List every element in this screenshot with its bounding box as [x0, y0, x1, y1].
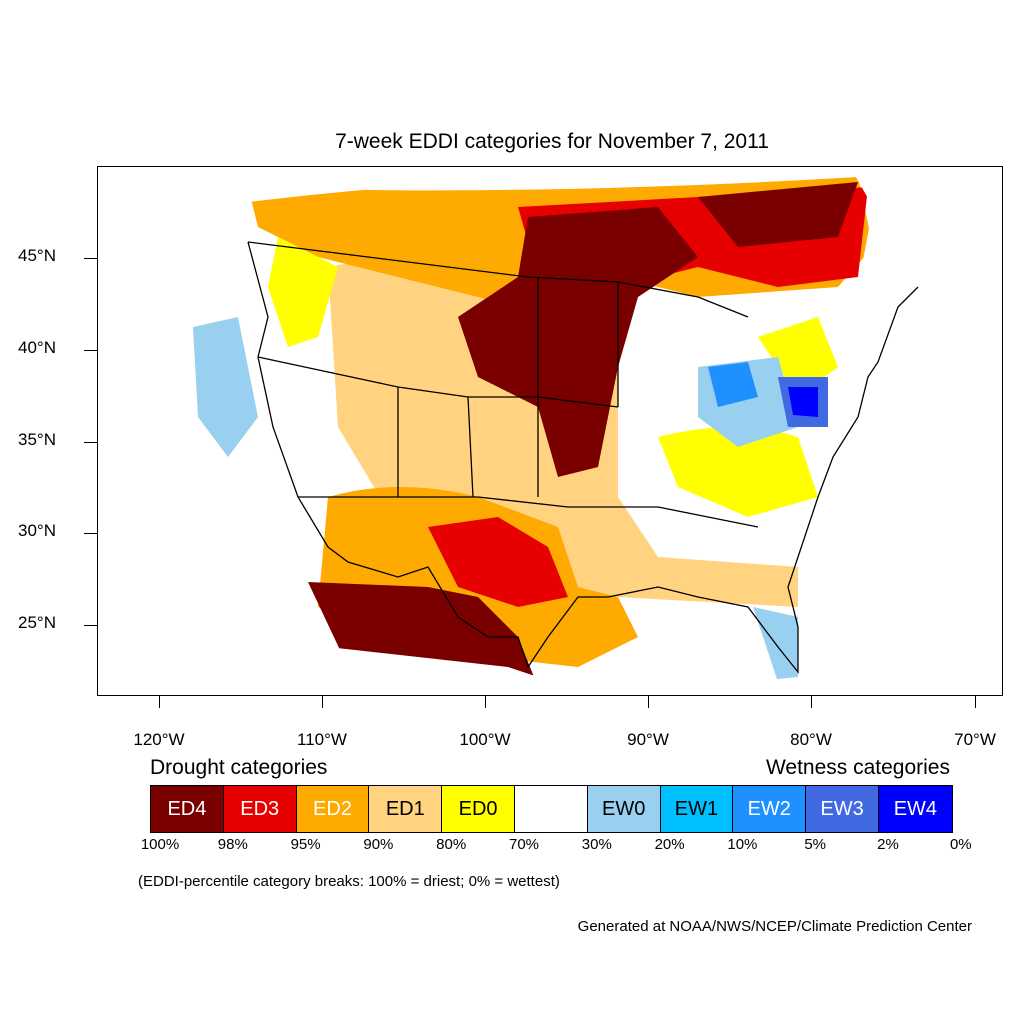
percentile-break-label: 90%: [363, 836, 394, 853]
ed0-northwest: [268, 237, 338, 347]
longitude-label-90w: 90°W: [627, 730, 669, 749]
credit-line: Generated at NOAA/NWS/NCEP/Climate Predi…: [577, 918, 972, 935]
category-fill: [178, 171, 888, 695]
longitude-tick-110w: [322, 696, 323, 708]
ew4-mid-atlantic: [788, 387, 818, 417]
boundaries: [247, 241, 919, 674]
legend-swatch-ew4: EW4: [878, 786, 952, 832]
percentile-break-label: 10%: [727, 836, 758, 853]
longitude-tick-120w: [159, 696, 160, 708]
longitude-tick-80w: [811, 696, 812, 708]
legend-swatch-ew1: EW1: [660, 786, 734, 832]
percentile-break-label: 80%: [436, 836, 467, 853]
percentile-break-label: 98%: [217, 836, 248, 853]
latitude-label-25n: 25°N: [18, 613, 56, 632]
legend-swatch-ew3: EW3: [806, 786, 879, 832]
latitude-label-35n: 35°N: [18, 430, 56, 449]
longitude-tick-70w: [975, 696, 976, 708]
legend-swatch-ed3: ED3: [223, 786, 297, 832]
legend-swatch-ew2: EW2: [733, 786, 807, 832]
percentile-break-label: 100%: [140, 836, 180, 853]
legend-swatch-ed0: ED0: [442, 786, 515, 832]
percentile-break-label: 95%: [290, 836, 321, 853]
longitude-label-110w: 110°W: [297, 730, 347, 749]
percentile-break-label: 20%: [654, 836, 685, 853]
percentile-break-label: 2%: [877, 836, 899, 853]
latitude-tick-40n: [84, 350, 97, 351]
latitude-tick-30n: [84, 533, 97, 534]
legend-swatch-ew0: EW0: [587, 786, 661, 832]
legend-swatch-ed4: ED4: [151, 786, 224, 832]
ew2-ohio: [708, 362, 758, 407]
longitude-label-120w: 120°W: [133, 730, 185, 749]
longitude-label-70w: 70°W: [954, 730, 996, 749]
latitude-label-40n: 40°N: [18, 338, 56, 357]
percentile-break-label: 70%: [508, 836, 540, 853]
percentile-break-label: 5%: [804, 836, 827, 853]
longitude-tick-90w: [648, 696, 649, 708]
drought-categories-heading: Drought categories: [150, 756, 328, 779]
ed4-central: [458, 207, 698, 477]
longitude-tick-100w: [485, 696, 486, 708]
legend-swatch-neutral: [514, 786, 588, 832]
eddi-map-canvas: [178, 171, 919, 695]
eddi-map: [97, 166, 1003, 696]
legend-swatch-ed1: ED1: [369, 786, 443, 832]
latitude-label-30n: 30°N: [18, 521, 56, 540]
ed4-ontario: [698, 182, 858, 247]
latitude-label-45n: 45°N: [18, 246, 56, 265]
longitude-label-100w: 100°W: [459, 730, 511, 749]
category-color-bar: ED4 ED3 ED2 ED1 ED0 EW0 EW1 EW2 EW3 EW4: [150, 785, 953, 833]
latitude-tick-35n: [84, 442, 97, 443]
map-title: 7-week EDDI categories for November 7, 2…: [335, 130, 769, 153]
latitude-tick-45n: [84, 258, 97, 259]
latitude-tick-25n: [84, 625, 97, 626]
percentile-break-label: 0%: [949, 836, 972, 853]
ew0-california: [193, 317, 258, 457]
wetness-categories-heading: Wetness categories: [765, 756, 950, 779]
ed0-southeast: [658, 427, 818, 517]
legend-swatch-ed2: ED2: [296, 786, 370, 832]
longitude-label-80w: 80°W: [790, 730, 832, 749]
ed3-texas: [428, 517, 568, 607]
percentile-break-label: 30%: [581, 836, 612, 853]
category-breaks-note: (EDDI-percentile category breaks: 100% =…: [138, 873, 560, 890]
